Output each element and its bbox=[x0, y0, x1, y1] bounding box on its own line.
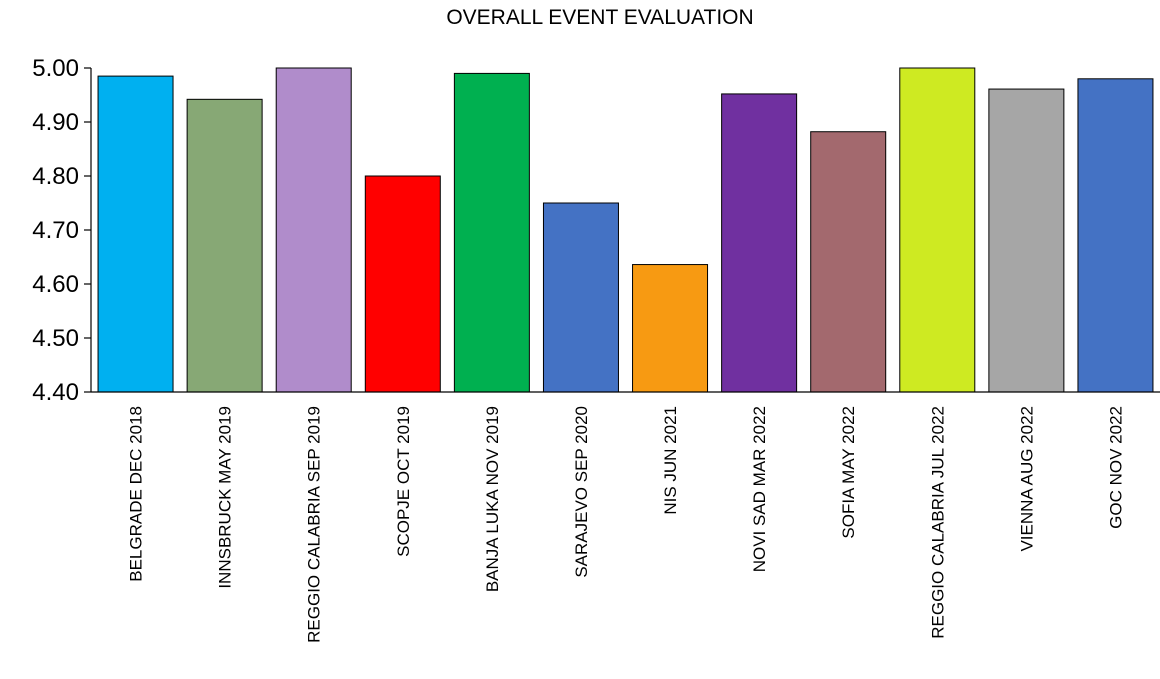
x-tick-label: VIENNA AUG 2022 bbox=[1017, 406, 1036, 552]
x-tick-label: BELGRADE DEC 2018 bbox=[127, 406, 146, 582]
bar bbox=[542, 202, 619, 393]
x-tick-label: NOVI SAD MAR 2022 bbox=[750, 406, 769, 572]
bar bbox=[275, 67, 352, 393]
y-tick-label: 4.40 bbox=[32, 379, 79, 406]
y-tick-label: 4.60 bbox=[32, 271, 79, 298]
y-tick-label: 4.90 bbox=[32, 109, 79, 136]
x-tick-label: SCOPJE OCT 2019 bbox=[394, 406, 413, 557]
bar bbox=[1077, 78, 1154, 393]
x-tick-label: SARAJEVO SEP 2020 bbox=[572, 406, 591, 578]
bar bbox=[364, 175, 441, 393]
bar bbox=[721, 93, 798, 393]
bar bbox=[453, 72, 530, 393]
bar bbox=[988, 88, 1065, 393]
bar bbox=[632, 264, 709, 393]
bars bbox=[97, 67, 1154, 393]
y-tick-label: 4.80 bbox=[32, 163, 79, 190]
x-tick-label: INNSBRUCK MAY 2019 bbox=[216, 406, 235, 589]
y-axis: 4.40 4.50 4.60 4.70 4.80 4.90 5.00 bbox=[32, 55, 92, 406]
y-tick-label: 4.70 bbox=[32, 217, 79, 244]
x-tick-label: REGGIO CALABRIA JUL 2022 bbox=[928, 406, 947, 639]
bar bbox=[899, 67, 976, 393]
x-tick-label: SOFIA MAY 2022 bbox=[839, 406, 858, 539]
y-tick-label: 5.00 bbox=[32, 55, 79, 82]
x-tick-label: NIS JUN 2021 bbox=[661, 406, 680, 515]
y-tick-label: 4.50 bbox=[32, 325, 79, 352]
chart-title: OVERALL EVENT EVALUATION bbox=[446, 6, 754, 29]
bar bbox=[186, 98, 263, 393]
x-axis: BELGRADE DEC 2018 INNSBRUCK MAY 2019 REGGI… bbox=[91, 391, 1160, 643]
bar bbox=[97, 75, 174, 393]
x-tick-label: GOC NOV 2022 bbox=[1106, 406, 1125, 529]
x-tick-label: BANJA LUKA NOV 2019 bbox=[483, 406, 502, 592]
x-tick-label: REGGIO CALABRIA SEP 2019 bbox=[305, 406, 324, 643]
bar bbox=[810, 131, 887, 393]
